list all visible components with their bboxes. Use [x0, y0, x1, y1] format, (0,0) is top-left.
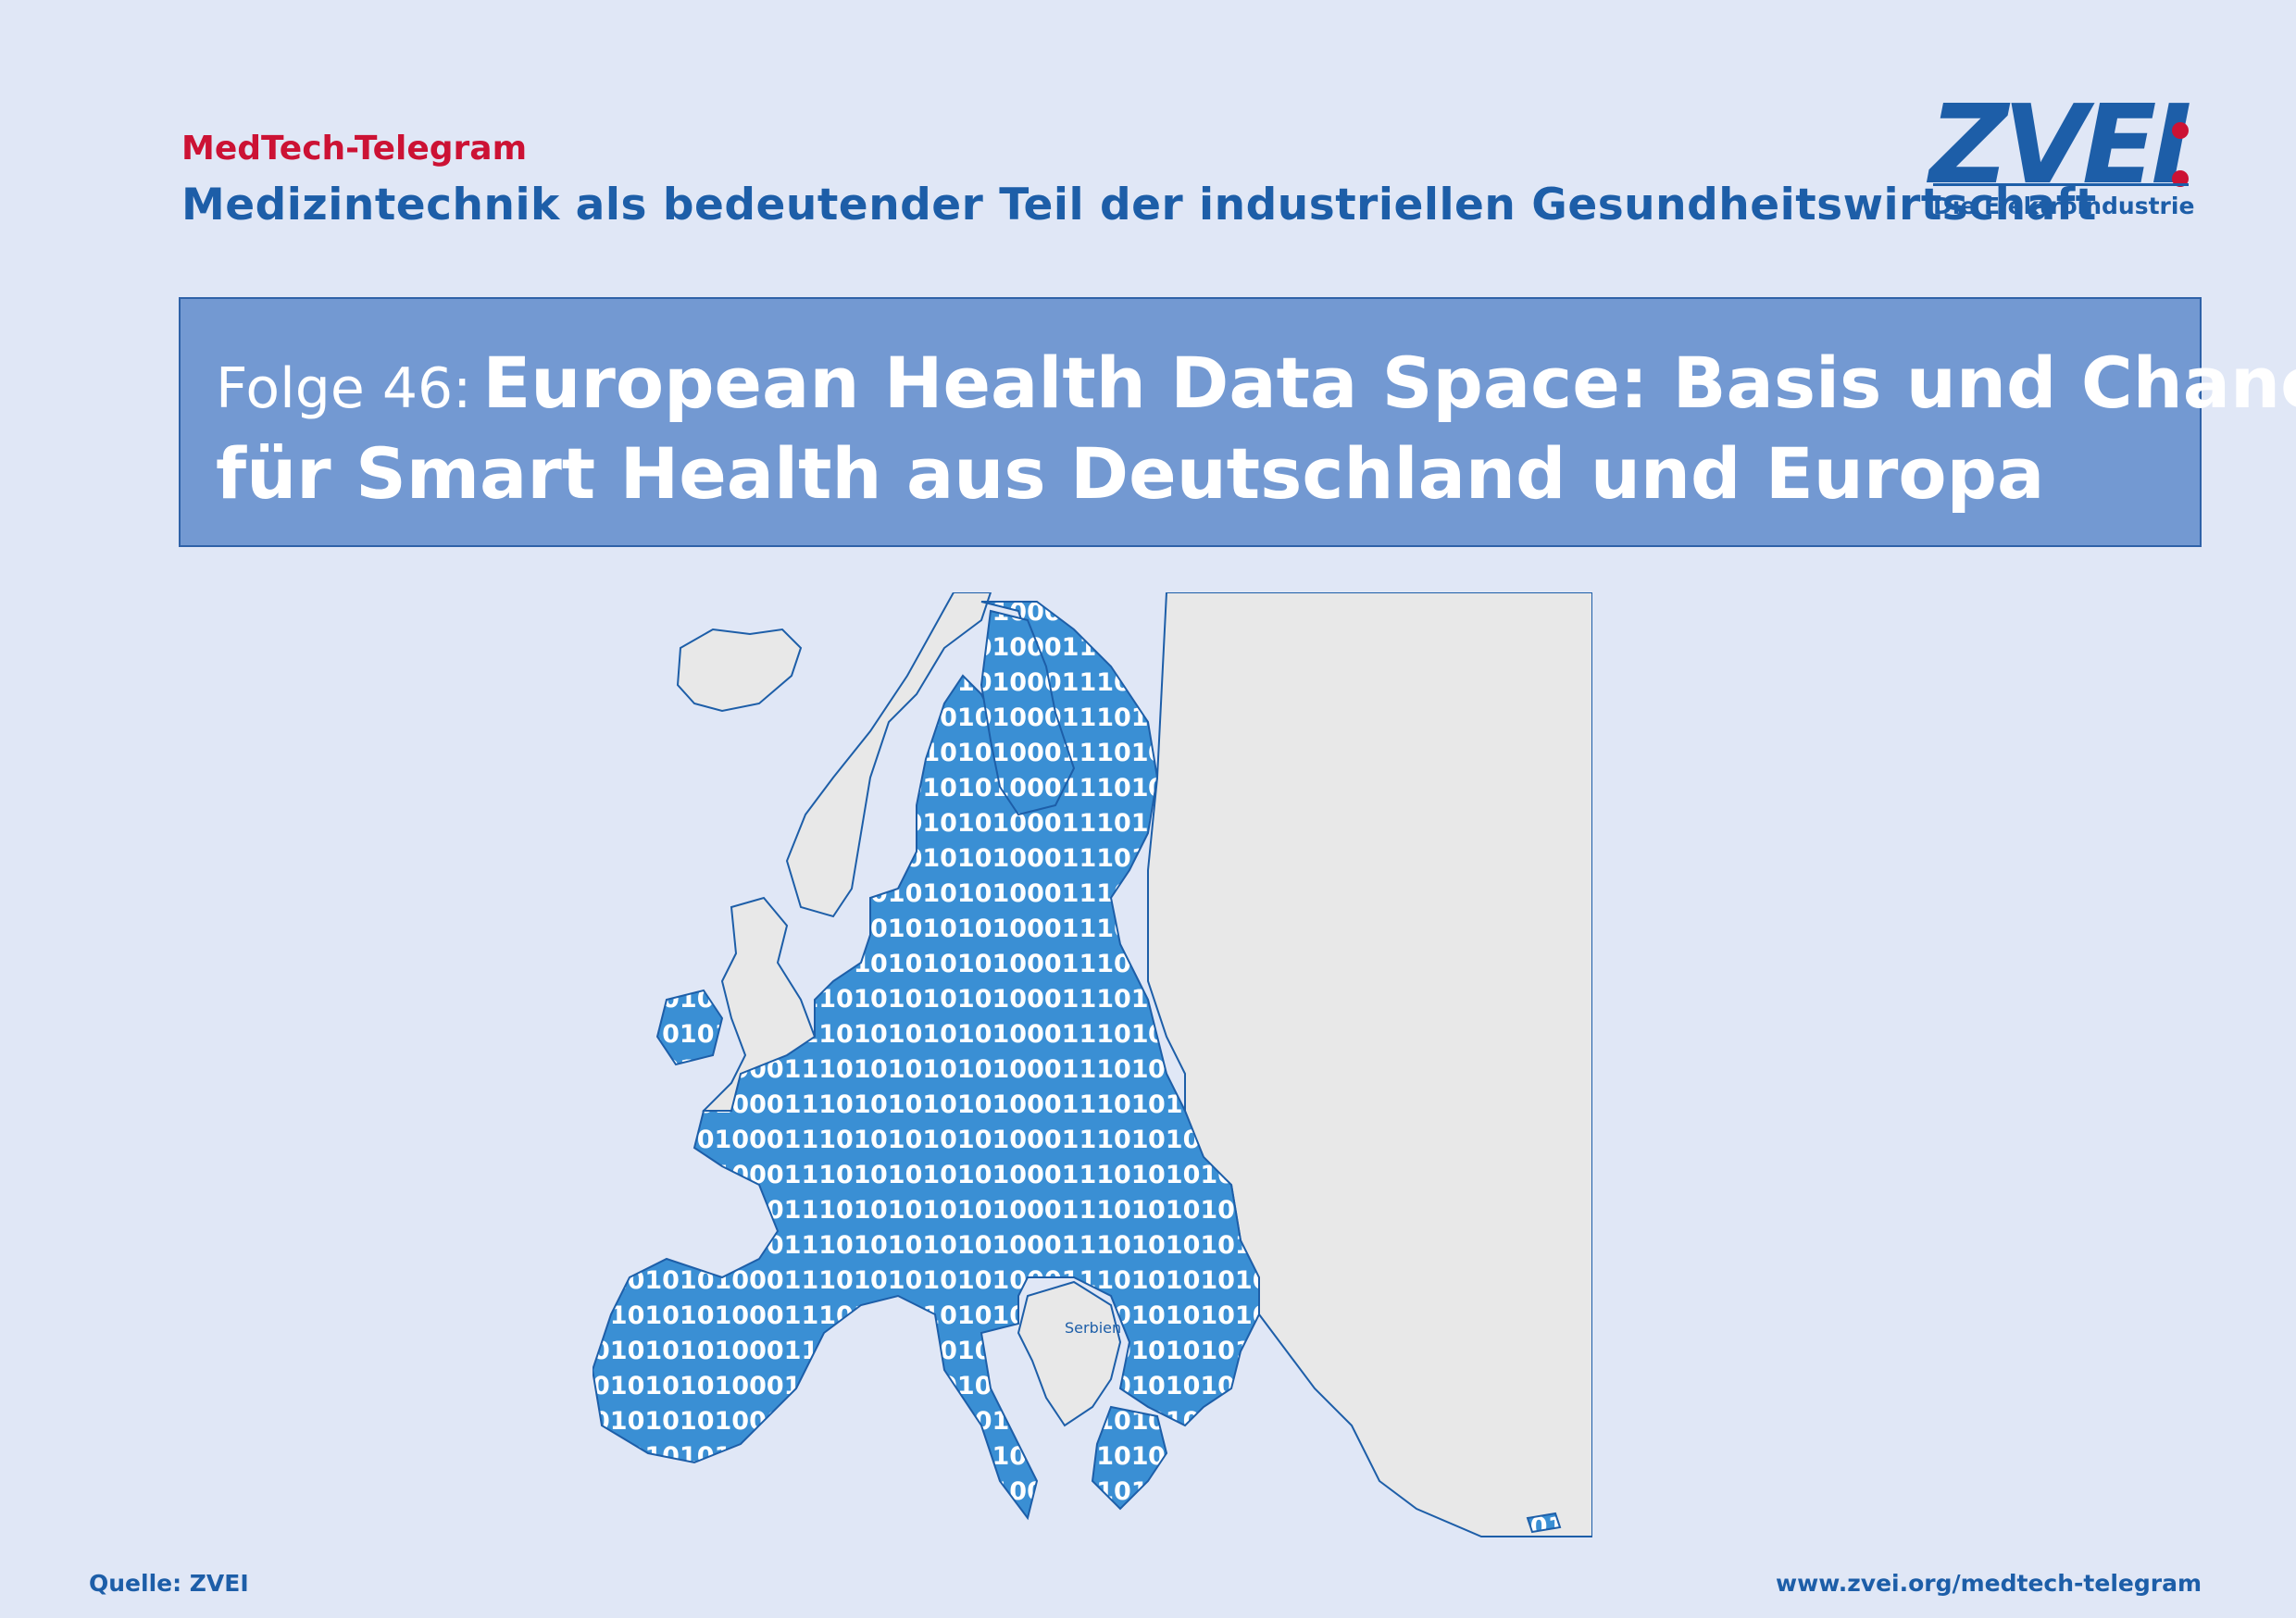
- logo-divider: [1933, 183, 2189, 186]
- eu-member-states: [593, 601, 1260, 1521]
- subtitle: Medizintechnik als bedeutender Teil der …: [181, 180, 2097, 230]
- title-line-1: European Health Data Space: Basis und Ch…: [482, 342, 2296, 424]
- logo-tagline: Die Elektroindustrie: [1933, 193, 2195, 219]
- iceland: [676, 628, 803, 713]
- finland: [980, 609, 1076, 816]
- episode-label: Folge 46:: [216, 356, 472, 421]
- ireland: [655, 989, 724, 1066]
- serbia-label: Serbien: [1065, 1319, 1121, 1337]
- greece: [1091, 1405, 1168, 1511]
- norway: [785, 592, 992, 918]
- europe-map: 0101010100011101010100011010101000111010…: [593, 592, 1592, 1537]
- footer-url[interactable]: www.zvei.org/medtech-telegram: [1776, 1570, 2202, 1597]
- banner-line-1: Folge 46: European Health Data Space: Bas…: [216, 342, 2296, 424]
- kicker-title: MedTech-Telegram: [181, 130, 528, 168]
- zvei-logo: ZVEI Die Elektroindustrie: [1929, 89, 2196, 228]
- western-balkans: [1017, 1280, 1122, 1427]
- logo-colon-icon: [2172, 122, 2189, 187]
- cyprus: [1526, 1512, 1562, 1534]
- title-line-2: für Smart Health aus Deutschland und Eur…: [216, 432, 2045, 515]
- source-note: Quelle: ZVEI: [89, 1570, 249, 1597]
- logo-wordmark: ZVEI: [1929, 81, 2191, 208]
- title-banner: Folge 46: European Health Data Space: Bas…: [179, 297, 2296, 547]
